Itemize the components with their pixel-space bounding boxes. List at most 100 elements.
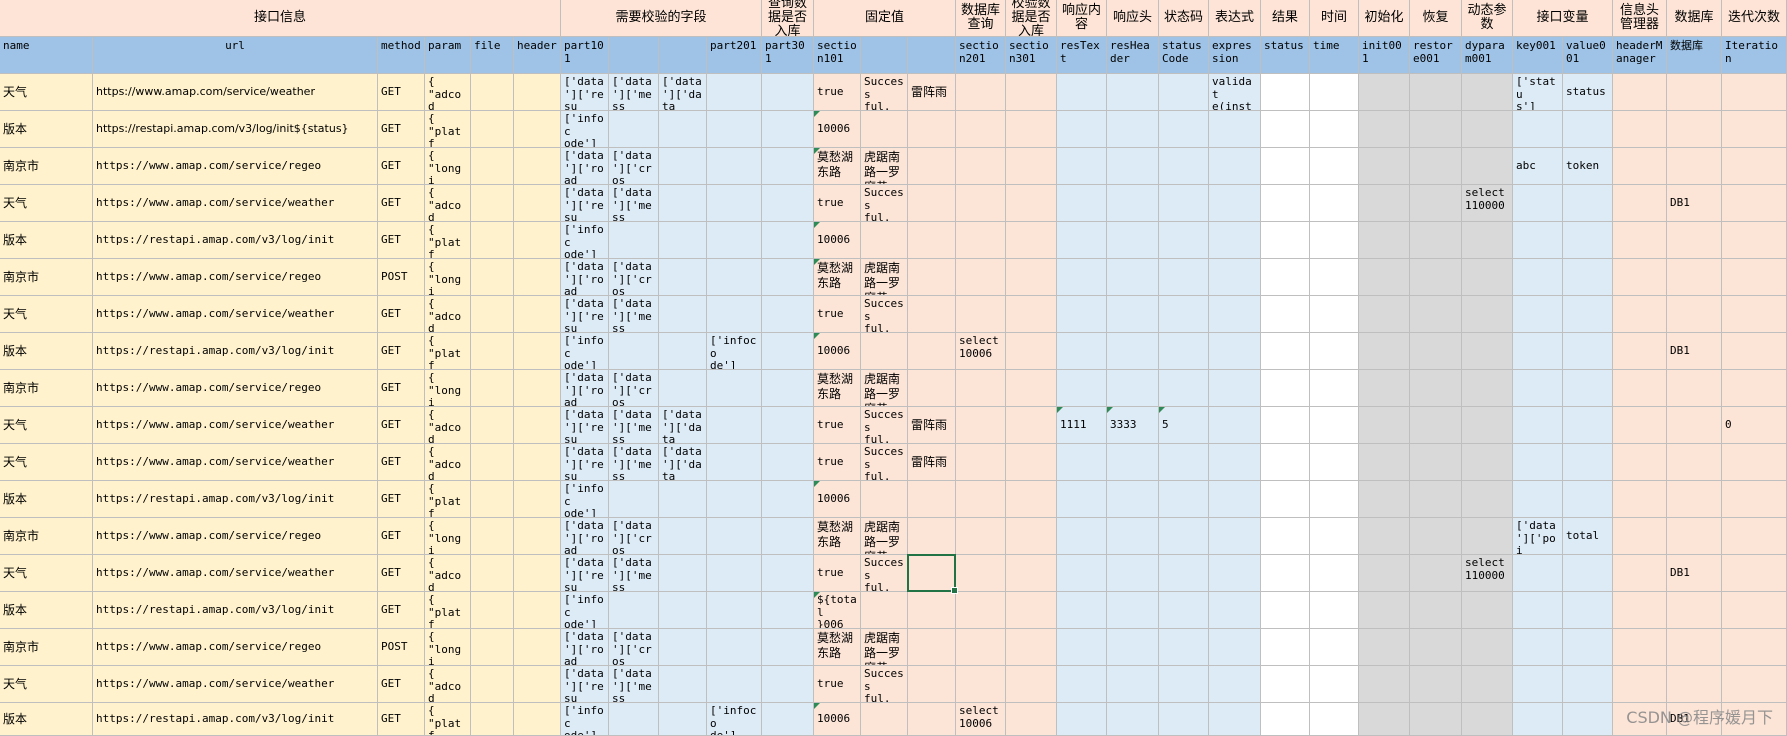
table-cell[interactable] <box>1107 333 1159 370</box>
table-cell[interactable] <box>514 148 561 185</box>
table-cell[interactable]: 天气 <box>0 555 93 592</box>
table-cell[interactable]: ['infoc ode'] <box>561 592 609 629</box>
table-cell[interactable] <box>1209 333 1261 370</box>
table-cell[interactable] <box>1006 481 1057 518</box>
table-cell[interactable] <box>1261 185 1310 222</box>
table-cell[interactable] <box>1006 629 1057 666</box>
table-cell[interactable] <box>956 592 1006 629</box>
table-cell[interactable]: https://www.amap.com/service/weather <box>93 555 378 592</box>
table-cell[interactable] <box>1613 592 1667 629</box>
column-header[interactable]: time <box>1310 37 1359 74</box>
table-cell[interactable] <box>1006 407 1057 444</box>
table-cell[interactable] <box>762 74 814 111</box>
table-cell[interactable] <box>1513 703 1563 736</box>
table-cell[interactable] <box>471 370 514 407</box>
table-cell[interactable] <box>1722 148 1787 185</box>
table-cell[interactable] <box>1462 333 1513 370</box>
table-cell[interactable] <box>1209 629 1261 666</box>
table-cell[interactable] <box>1410 185 1462 222</box>
table-cell[interactable] <box>1057 481 1107 518</box>
table-cell[interactable] <box>1722 74 1787 111</box>
table-cell[interactable] <box>1310 592 1359 629</box>
table-cell[interactable] <box>1462 296 1513 333</box>
table-cell[interactable] <box>514 259 561 296</box>
table-cell[interactable] <box>1462 222 1513 259</box>
table-cell[interactable] <box>908 703 956 736</box>
table-cell[interactable] <box>659 333 707 370</box>
table-cell[interactable] <box>1209 666 1261 703</box>
table-cell[interactable] <box>908 629 956 666</box>
table-cell[interactable] <box>1159 74 1209 111</box>
table-cell[interactable]: ['data ']['mess age'] <box>609 666 659 703</box>
table-cell[interactable]: https://www.amap.com/service/regeo <box>93 370 378 407</box>
table-cell[interactable]: 版本 <box>0 703 93 736</box>
table-cell[interactable] <box>956 481 1006 518</box>
table-cell[interactable] <box>1563 259 1613 296</box>
table-cell[interactable] <box>1563 111 1613 148</box>
table-cell[interactable]: GET <box>378 703 425 736</box>
table-cell[interactable] <box>908 666 956 703</box>
table-cell[interactable] <box>659 481 707 518</box>
table-cell[interactable] <box>1613 333 1667 370</box>
table-cell[interactable] <box>1057 629 1107 666</box>
column-header[interactable]: part201 <box>707 37 762 74</box>
table-cell[interactable] <box>1613 629 1667 666</box>
table-cell[interactable] <box>1410 592 1462 629</box>
table-cell[interactable]: select 10006 <box>956 333 1006 370</box>
table-cell[interactable] <box>1057 259 1107 296</box>
table-cell[interactable] <box>762 666 814 703</box>
table-cell[interactable] <box>1722 518 1787 555</box>
table-cell[interactable]: { "adcod e":"11 <box>425 296 471 333</box>
table-cell[interactable] <box>1057 148 1107 185</box>
table-cell[interactable] <box>471 259 514 296</box>
table-cell[interactable] <box>1410 555 1462 592</box>
table-cell[interactable] <box>1667 629 1722 666</box>
table-cell[interactable]: DB1 <box>1667 333 1722 370</box>
table-cell[interactable] <box>762 518 814 555</box>
table-cell[interactable]: { "platf orm":" <box>425 333 471 370</box>
table-cell[interactable]: POST <box>378 259 425 296</box>
table-cell[interactable]: ['data ']['resu lt'] <box>561 296 609 333</box>
table-cell[interactable] <box>1209 592 1261 629</box>
table-cell[interactable] <box>1462 703 1513 736</box>
table-cell[interactable] <box>471 555 514 592</box>
table-cell[interactable]: https://restapi.amap.com/v3/log/init <box>93 333 378 370</box>
column-header[interactable]: part101 <box>561 37 609 74</box>
table-cell[interactable]: { "platf orm":" <box>425 481 471 518</box>
table-cell[interactable] <box>514 333 561 370</box>
table-cell[interactable] <box>1107 185 1159 222</box>
table-cell[interactable] <box>861 481 908 518</box>
table-cell[interactable] <box>956 222 1006 259</box>
table-cell[interactable] <box>1613 111 1667 148</box>
table-cell[interactable]: https://www.amap.com/service/weather <box>93 666 378 703</box>
table-cell[interactable] <box>1722 481 1787 518</box>
table-cell[interactable]: ['data ']['mess age'] <box>609 555 659 592</box>
table-cell[interactable] <box>1261 333 1310 370</box>
table-cell[interactable] <box>1310 407 1359 444</box>
table-cell[interactable] <box>1563 555 1613 592</box>
table-cell[interactable]: token <box>1563 148 1613 185</box>
table-cell[interactable] <box>1006 555 1057 592</box>
table-cell[interactable] <box>956 259 1006 296</box>
table-cell[interactable]: ['data ']['data '][1][' <box>659 74 707 111</box>
table-cell[interactable]: ['data ']['cros s_list' <box>609 370 659 407</box>
table-cell[interactable]: 天气 <box>0 444 93 481</box>
table-cell[interactable] <box>861 333 908 370</box>
table-cell[interactable] <box>514 222 561 259</box>
column-header[interactable]: headerManager <box>1613 37 1667 74</box>
column-header[interactable]: status <box>1261 37 1310 74</box>
table-cell[interactable]: total <box>1563 518 1613 555</box>
table-cell[interactable] <box>1410 333 1462 370</box>
table-cell[interactable] <box>762 148 814 185</box>
table-cell[interactable] <box>1261 222 1310 259</box>
table-cell[interactable] <box>1209 296 1261 333</box>
table-cell[interactable] <box>514 444 561 481</box>
table-cell[interactable] <box>762 703 814 736</box>
column-header[interactable]: url <box>93 37 378 74</box>
table-cell[interactable] <box>1310 370 1359 407</box>
table-cell[interactable]: GET <box>378 296 425 333</box>
table-cell[interactable]: ['data ']['mess age'] <box>609 407 659 444</box>
table-cell[interactable] <box>1209 222 1261 259</box>
table-cell[interactable] <box>609 111 659 148</box>
table-cell[interactable]: https://www.amap.com/service/regeo <box>93 518 378 555</box>
